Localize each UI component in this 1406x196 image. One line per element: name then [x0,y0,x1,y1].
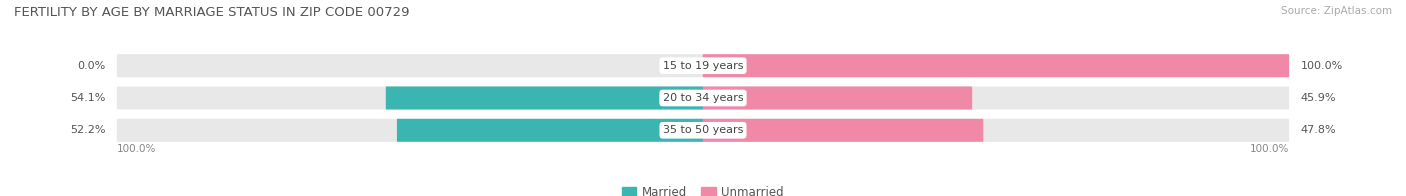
Legend: Married, Unmarried: Married, Unmarried [617,182,789,196]
Text: 52.2%: 52.2% [70,125,105,135]
Text: 35 to 50 years: 35 to 50 years [662,125,744,135]
Text: 100.0%: 100.0% [1301,61,1343,71]
FancyBboxPatch shape [117,119,703,142]
FancyBboxPatch shape [117,86,703,110]
Text: 54.1%: 54.1% [70,93,105,103]
FancyBboxPatch shape [703,119,983,142]
Text: 45.9%: 45.9% [1301,93,1336,103]
Text: 100.0%: 100.0% [1250,143,1289,153]
Text: Source: ZipAtlas.com: Source: ZipAtlas.com [1281,6,1392,16]
Text: 15 to 19 years: 15 to 19 years [662,61,744,71]
Text: FERTILITY BY AGE BY MARRIAGE STATUS IN ZIP CODE 00729: FERTILITY BY AGE BY MARRIAGE STATUS IN Z… [14,6,409,19]
Text: 0.0%: 0.0% [77,61,105,71]
Text: 100.0%: 100.0% [117,143,156,153]
Text: 47.8%: 47.8% [1301,125,1336,135]
FancyBboxPatch shape [703,54,1289,77]
FancyBboxPatch shape [385,86,703,110]
FancyBboxPatch shape [703,54,1289,77]
FancyBboxPatch shape [703,119,1289,142]
FancyBboxPatch shape [117,54,703,77]
FancyBboxPatch shape [703,86,1289,110]
FancyBboxPatch shape [396,119,703,142]
Text: 20 to 34 years: 20 to 34 years [662,93,744,103]
FancyBboxPatch shape [703,86,972,110]
